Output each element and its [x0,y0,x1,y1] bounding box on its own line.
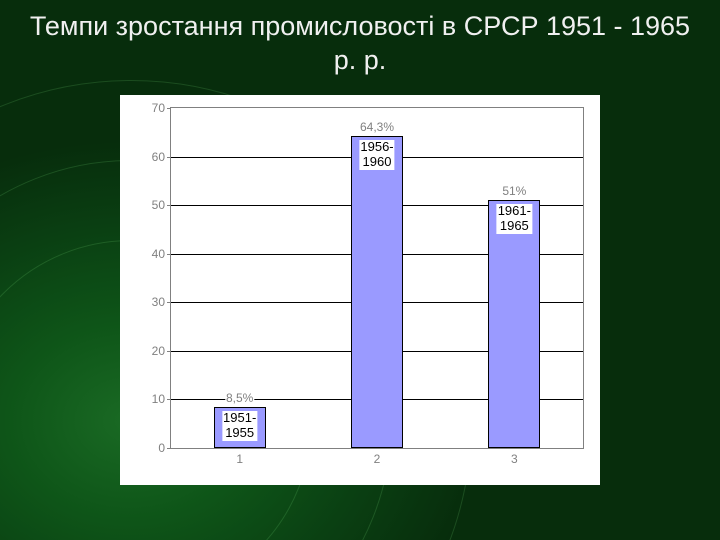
plot-area: 0102030405060708,5%1951-1955164,3%1956-1… [170,107,584,449]
bar-period-label: 1956-1960 [359,140,394,170]
bar-value-label: 8,5% [225,391,254,405]
y-tick [167,351,171,352]
bar [488,200,540,448]
slide-title: Темпи зростання промисловості в СРСР 195… [0,0,720,78]
y-axis-label: 20 [152,344,165,358]
chart-container: 0 10 20 30 40 50 60 70 8,5% 1951-1955 1 64,3% 1956-1… [120,95,600,485]
y-axis-label: 30 [152,295,165,309]
x-axis-label: 2 [374,452,381,466]
bar-period-label: 1951-1955 [222,411,257,441]
y-axis-label: 70 [152,101,165,115]
y-tick [167,157,171,158]
y-tick [167,205,171,206]
bar-value-label: 51% [501,184,527,198]
y-axis-label: 50 [152,198,165,212]
x-axis-label: 1 [236,452,243,466]
y-axis-label: 60 [152,150,165,164]
bar-period-label: 1961-1965 [497,204,532,234]
bar [351,136,403,448]
y-tick [167,448,171,449]
y-tick [167,302,171,303]
y-tick [167,254,171,255]
bar-value-label: 64,3% [359,120,395,134]
x-axis-label: 3 [511,452,518,466]
y-axis-label: 0 [158,441,165,455]
y-axis-label: 40 [152,247,165,261]
y-tick [167,399,171,400]
y-tick [167,108,171,109]
y-axis-label: 10 [152,392,165,406]
